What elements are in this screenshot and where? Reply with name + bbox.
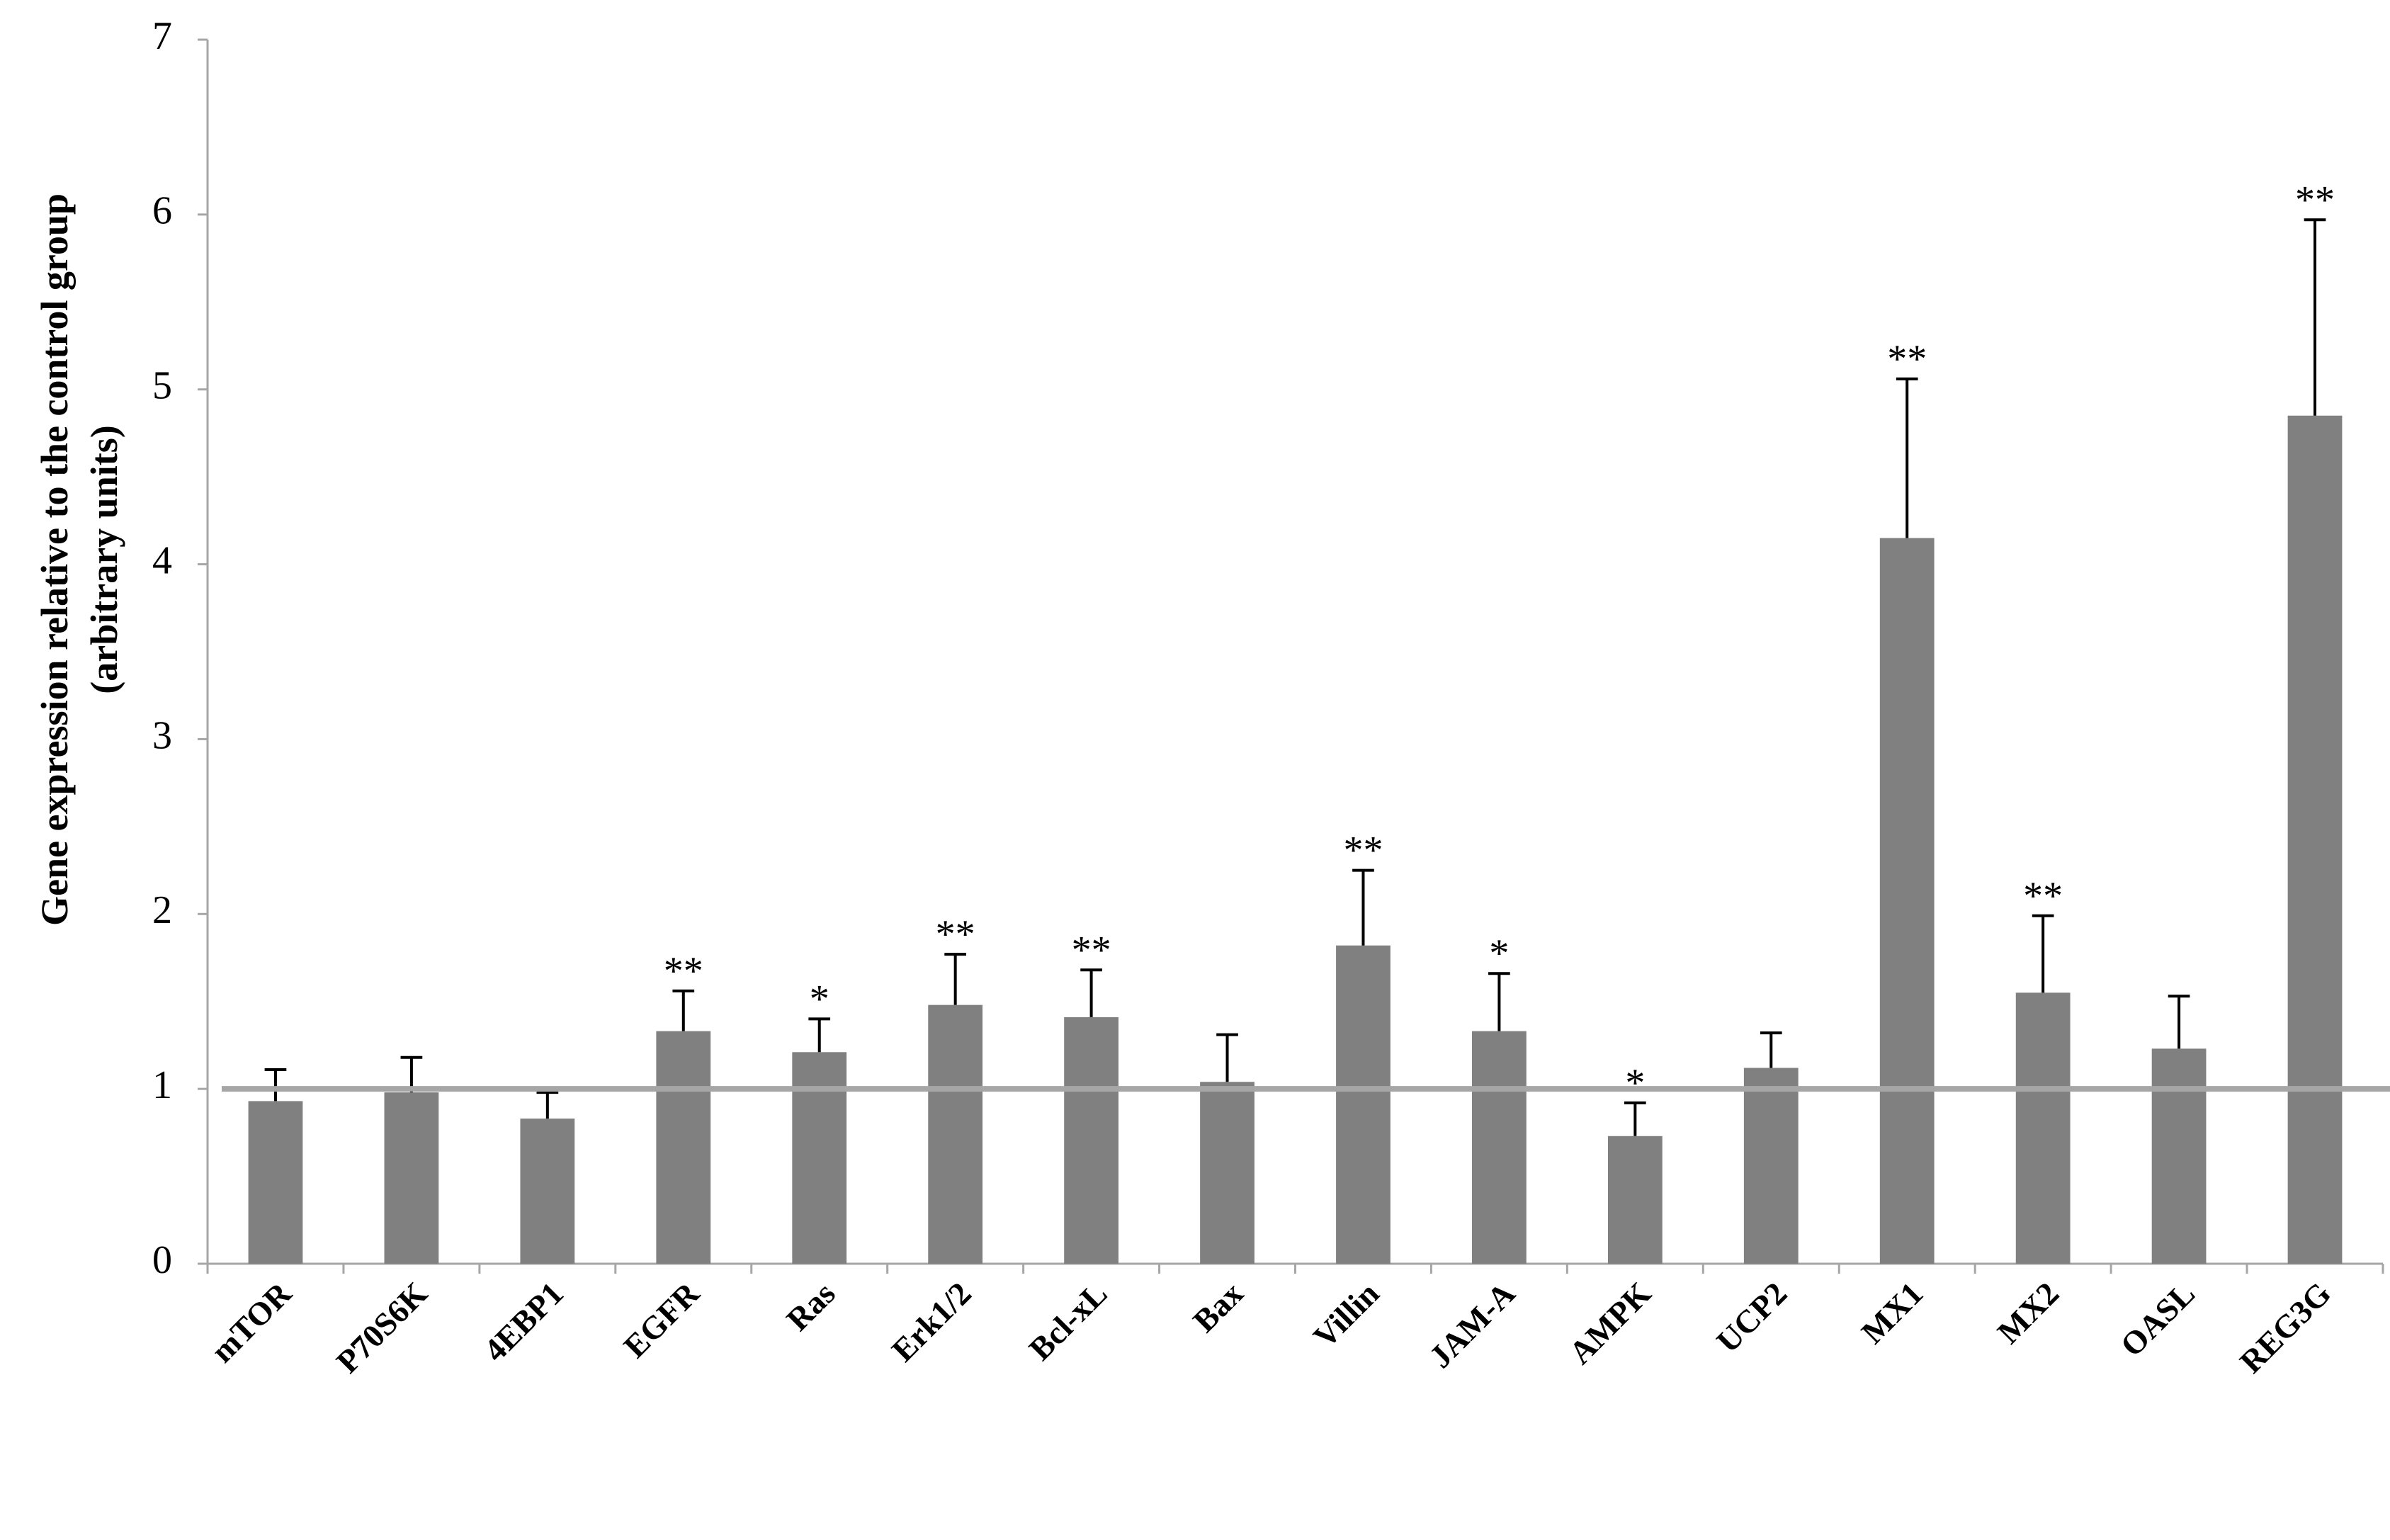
x-tick-label: OASL (2114, 1275, 2202, 1364)
y-tick-label: 0 (152, 1238, 172, 1282)
x-tick-label: MX2 (1990, 1275, 2066, 1351)
x-tick-label: P70S6K (329, 1275, 434, 1380)
error-bar (264, 1068, 287, 1102)
x-tick-label: JAM-A (1422, 1275, 1522, 1375)
significance-label: ** (664, 949, 703, 993)
x-tick-label: Villin (1306, 1275, 1386, 1355)
x-tick-label: MX1 (1854, 1275, 1930, 1351)
x-tick-label: Bax (1186, 1275, 1250, 1339)
x-tick-label: Erk1/2 (885, 1275, 978, 1369)
error-bar (1352, 868, 1374, 946)
significance-label: * (1489, 932, 1509, 975)
bar (928, 1004, 983, 1264)
y-tick-label: 5 (152, 364, 172, 408)
bar (1743, 1068, 1799, 1264)
bar (1607, 1136, 1663, 1264)
error-bar (536, 1091, 559, 1119)
x-tick-label: REG3G (2233, 1275, 2338, 1380)
x-tick-label: 4EBP1 (477, 1275, 570, 1369)
y-axis-title-line: Gene expression relative to the control … (33, 193, 76, 926)
bar (2287, 415, 2343, 1264)
significance-label: ** (936, 912, 975, 956)
x-tick-label: AMPK (1562, 1275, 1658, 1371)
error-bar (2032, 914, 2054, 993)
x-tick-label: mTOR (204, 1274, 299, 1369)
bar (1200, 1082, 1255, 1264)
y-axis-title: Gene expression relative to the control … (33, 193, 125, 926)
bar (248, 1101, 303, 1264)
error-bar (2168, 995, 2190, 1049)
bar (1879, 538, 1935, 1264)
significance-label: ** (1072, 928, 1111, 972)
x-tick-label: EGFR (616, 1274, 706, 1364)
y-tick-label: 6 (152, 189, 172, 233)
y-tick-label: 7 (152, 14, 172, 58)
error-bar (672, 989, 695, 1031)
y-axis-title-line: (arbitrary units) (83, 425, 125, 693)
bar (656, 1031, 711, 1264)
bar (1064, 1017, 1118, 1264)
bar (2015, 992, 2071, 1264)
y-tick-label: 4 (152, 538, 172, 582)
y-tick-label: 2 (152, 888, 172, 932)
bar (384, 1092, 439, 1264)
bar (1472, 1031, 1527, 1264)
x-tick-label: UCP2 (1709, 1275, 1794, 1359)
bar (2151, 1048, 2207, 1264)
significance-label: ** (1343, 829, 1383, 873)
significance-label: ** (2023, 874, 2063, 918)
error-bar (1488, 972, 1510, 1031)
error-bar (1896, 377, 1918, 538)
bar (520, 1119, 575, 1264)
y-tick-label: 3 (152, 713, 172, 757)
bar (1336, 945, 1391, 1264)
error-bar (2304, 218, 2326, 416)
significance-label: * (1625, 1061, 1645, 1105)
bar (792, 1052, 847, 1264)
significance-label: * (810, 977, 829, 1021)
error-bar (1216, 1033, 1238, 1082)
significance-label: ** (1887, 337, 1927, 381)
y-tick-label: 1 (152, 1063, 172, 1107)
significance-label: ** (2295, 178, 2335, 222)
x-tick-label: Ras (779, 1275, 842, 1337)
error-bar (944, 953, 967, 1005)
error-bar (1624, 1101, 1646, 1136)
error-bar (1760, 1031, 1782, 1068)
x-tick-label: Bcl-xL (1022, 1275, 1114, 1367)
error-bar (1080, 968, 1102, 1017)
error-bar (808, 1017, 831, 1053)
